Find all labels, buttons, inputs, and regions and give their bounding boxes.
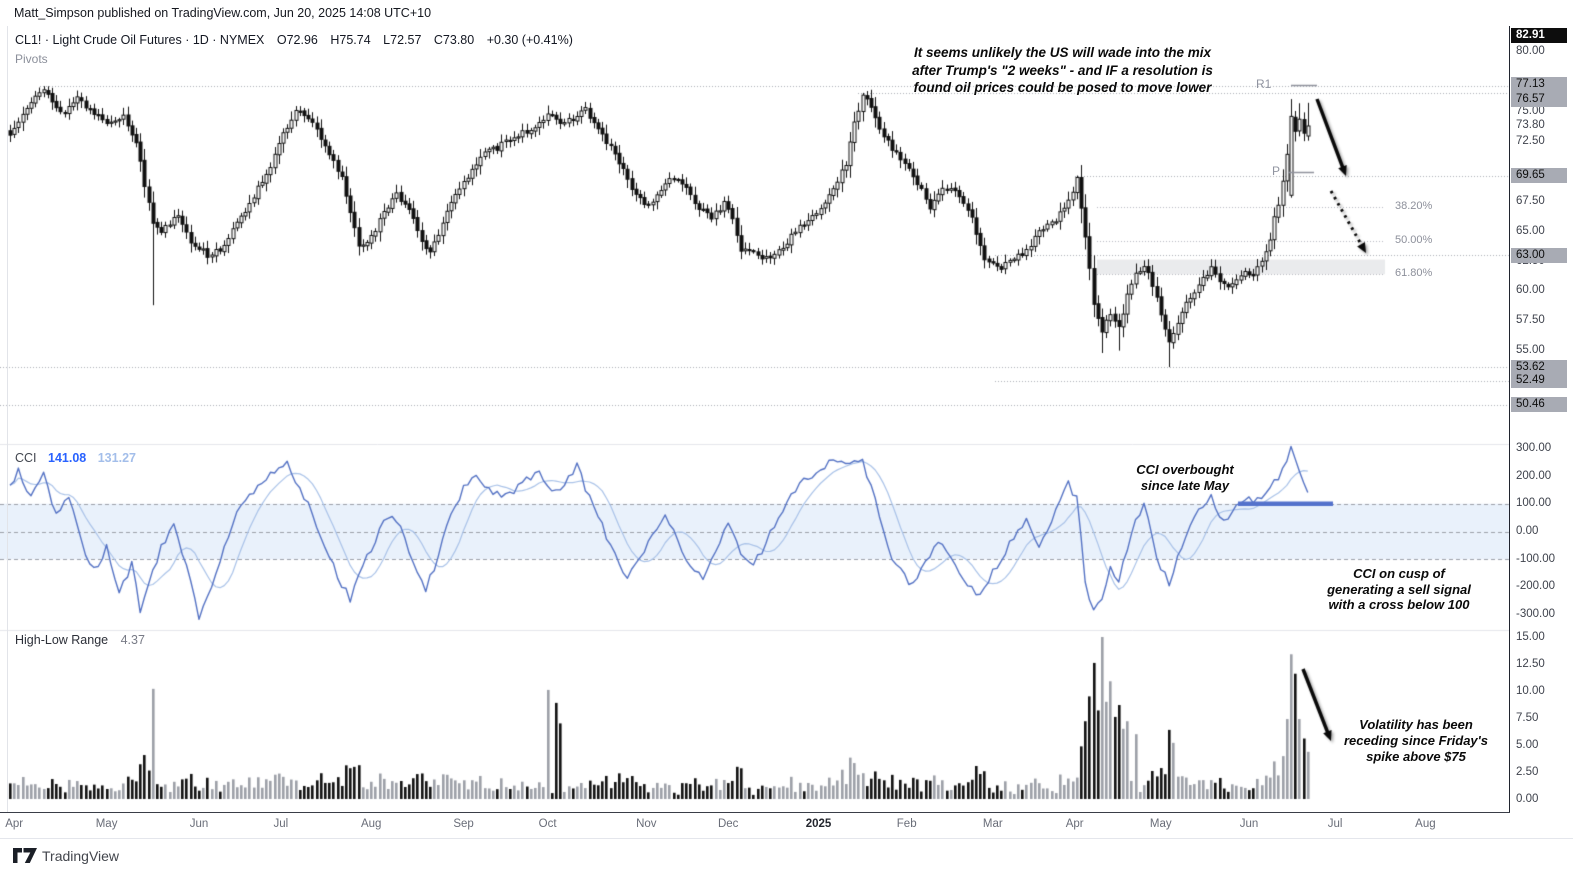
price-axis-label: 55.00 <box>1516 344 1545 357</box>
time-axis-label: Aug <box>1415 818 1436 830</box>
price-axis-label: 57.50 <box>1516 314 1545 327</box>
annotation-cci-sell-signal: CCI on cusp of generating a sell signal … <box>1327 566 1471 612</box>
annotation-volatility: Volatility has been receding since Frida… <box>1344 717 1488 764</box>
pivot-label-p: P <box>1272 164 1281 179</box>
cci-axis-label: 0.00 <box>1516 525 1539 537</box>
price-axis-level-label: 76.57 <box>1511 91 1567 107</box>
chart-canvas[interactable] <box>0 0 1510 812</box>
cci-axis-label: -200.00 <box>1516 580 1556 593</box>
time-axis-label: Apr <box>1065 818 1084 830</box>
cci-axis-label: 300.00 <box>1516 441 1552 454</box>
ohlc-open: O72.96 <box>276 33 318 47</box>
symbol-header: CL1! · Light Crude Oil Futures · 1D · NY… <box>15 33 582 47</box>
hl-axis-label: 7.50 <box>1516 711 1539 724</box>
time-axis-label: Nov <box>636 818 657 830</box>
fib-level-label: 61.80% <box>1395 267 1433 280</box>
pivots-indicator-label[interactable]: Pivots <box>15 52 48 66</box>
annotation-us-resolution: It seems unlikely the US will wade into … <box>912 45 1213 95</box>
price-axis-level-label: 82.91 <box>1511 27 1567 43</box>
hl-range-label[interactable]: High-Low Range <box>15 633 109 647</box>
cci-label[interactable]: CCI <box>15 451 37 465</box>
hl-axis-label: 0.00 <box>1516 792 1539 805</box>
price-axis-label: 80.00 <box>1516 45 1545 58</box>
time-axis-label: Mar <box>982 818 1003 830</box>
time-axis-label: Jun <box>189 818 209 830</box>
price-axis-label: 60.00 <box>1516 284 1545 297</box>
price-axis-level-label: 63.00 <box>1511 247 1567 263</box>
cci-signal-value: 131.27 <box>97 451 136 465</box>
ohlc-change: +0.30 (+0.41%) <box>486 33 573 47</box>
time-axis-label: Sep <box>453 818 474 830</box>
time-axis-label: Dec <box>717 818 739 830</box>
hl-range-value: 4.37 <box>120 633 145 647</box>
price-axis-label: 75.00 <box>1516 105 1545 118</box>
price-axis-level-label: 52.49 <box>1511 373 1567 389</box>
time-axis-label: Oct <box>538 818 557 830</box>
time-axis[interactable]: Apr May Jun Jul Aug Sep Oct Nov Dec 2025 Feb Mar Apr… <box>0 812 1510 837</box>
cci-indicator-header: CCI 141.08 131.27 <box>15 451 136 465</box>
time-axis-label: Apr <box>5 818 24 830</box>
fib-level-label: 38.20% <box>1395 200 1433 213</box>
pivot-label-r1: R1 <box>1256 76 1272 91</box>
footer-bar: TradingView <box>0 838 1573 873</box>
price-axis-label: 72.50 <box>1516 135 1545 147</box>
time-axis-label: 2025 <box>805 818 832 830</box>
price-axis-label: 67.50 <box>1516 194 1545 207</box>
price-axis-level-label: 50.46 <box>1511 397 1567 413</box>
time-axis-label: Jun <box>1239 818 1259 830</box>
time-axis-label: Feb <box>896 818 917 830</box>
price-axis[interactable]: 80.0075.0073.8072.5067.5065.0062.5060.00… <box>1509 26 1573 836</box>
symbol-title[interactable]: CL1! · Light Crude Oil Futures · 1D · NY… <box>15 33 265 47</box>
cci-axis-label: 200.00 <box>1516 469 1552 482</box>
tradingview-brand-text[interactable]: TradingView <box>42 848 120 864</box>
time-axis-label: Aug <box>360 818 382 830</box>
ohlc-close: C73.80 <box>433 33 475 47</box>
tradingview-logo-icon[interactable] <box>13 848 37 868</box>
time-axis-label: Jul <box>273 818 289 830</box>
price-axis-level-label: 53.62 <box>1511 359 1567 375</box>
ohlc-high: H75.74 <box>330 33 371 47</box>
hl-axis-label: 15.00 <box>1516 630 1545 643</box>
price-axis-label: 73.80 <box>1516 119 1545 132</box>
hl-range-indicator-header: High-Low Range 4.37 <box>15 633 145 647</box>
chart-border <box>7 26 8 812</box>
price-axis-level-label: 69.65 <box>1511 168 1567 184</box>
time-axis-label: May <box>95 818 118 830</box>
hl-axis-label: 5.00 <box>1516 738 1539 751</box>
time-axis-label: Jul <box>1327 818 1343 830</box>
price-axis-label: 65.00 <box>1516 224 1545 237</box>
time-axis-label: May <box>1149 818 1172 830</box>
ohlc-low: L72.57 <box>383 33 422 47</box>
fib-level-label: 50.00% <box>1395 233 1433 246</box>
hl-axis-label: 10.00 <box>1516 684 1545 697</box>
cci-value: 141.08 <box>48 451 87 465</box>
annotation-cci-overbought: CCI overbought since late May <box>1136 462 1234 493</box>
price-axis-level-label: 77.13 <box>1511 76 1567 92</box>
hl-axis-label: 2.50 <box>1516 765 1539 778</box>
cci-axis-label: 100.00 <box>1516 497 1552 510</box>
cci-axis-label: -100.00 <box>1516 552 1556 565</box>
cci-axis-label: -300.00 <box>1516 608 1556 621</box>
hl-axis-label: 12.50 <box>1516 657 1545 670</box>
